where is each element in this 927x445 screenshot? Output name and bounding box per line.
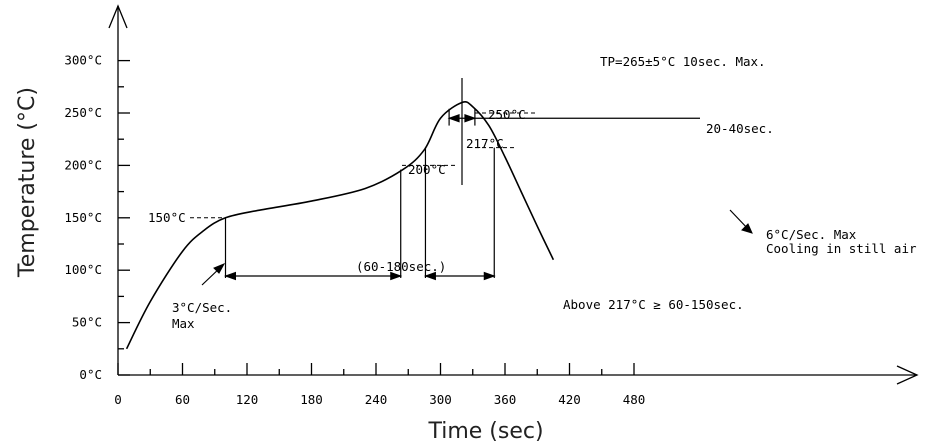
axes	[108, 4, 919, 385]
x-axis-label: Time (sec)	[427, 419, 543, 444]
y-tick-label: 250°C	[64, 105, 102, 120]
label-150: 150°C	[148, 210, 186, 225]
rampup-arrowhead	[213, 263, 226, 274]
soak-duration-label: (60-180sec.)	[356, 259, 446, 274]
ramp-up-label-1: 3°C/Sec.	[172, 300, 232, 315]
x-axis-arrow	[896, 365, 919, 385]
x-tick-label: 420	[558, 392, 581, 407]
above217-arrow-right	[483, 271, 496, 281]
x-tick-label: 480	[623, 392, 646, 407]
x-tick-label: 360	[494, 392, 517, 407]
soak-arrow-right	[390, 271, 403, 281]
window-20-40-label: 20-40sec.	[706, 121, 774, 136]
label-217: 217°C	[466, 136, 504, 151]
x-tick-label: 60	[175, 392, 190, 407]
above-217-label: Above 217°C ≥ 60-150sec.	[563, 297, 744, 312]
soak-arrow-left	[223, 271, 236, 281]
temperature-curve	[125, 101, 555, 350]
x-tick-label: 300	[429, 392, 452, 407]
annotation-marks	[190, 78, 753, 286]
y-tick-label: 300°C	[64, 53, 102, 68]
cooling-label-1: 6°C/Sec. Max	[766, 227, 857, 242]
ramp-up-label-2: Max	[172, 316, 195, 331]
x-tick-label: 240	[365, 392, 388, 407]
y-axis-arrow	[108, 4, 128, 29]
x-tick-label: 0	[114, 392, 122, 407]
peak-temp-annotation: TP=265±5°C 10sec. Max.	[600, 54, 766, 69]
label-200: 200°C	[408, 162, 446, 177]
y-tick-label: 200°C	[64, 157, 102, 172]
label-250: 250°C	[488, 107, 526, 122]
y-axis-label: Temperature (°C)	[15, 87, 40, 278]
window-arrow-right	[464, 114, 477, 123]
x-tick-label: 120	[236, 392, 259, 407]
x-tick-label: 180	[300, 392, 323, 407]
y-tick-label: 150°C	[64, 210, 102, 225]
cooling-arrowhead	[741, 223, 753, 234]
y-tick-label: 50°C	[72, 315, 102, 330]
cooling-label-2: Cooling in still air	[766, 241, 917, 256]
ticks: 0 60 120 180 240 300 360 420 480 0°C 50°C 100°C 150°…	[64, 53, 645, 407]
window-arrow-left	[447, 114, 460, 123]
above217-arrow-left	[423, 271, 436, 281]
y-tick-label: 100°C	[64, 262, 102, 277]
y-tick-label: 0°C	[79, 367, 102, 382]
